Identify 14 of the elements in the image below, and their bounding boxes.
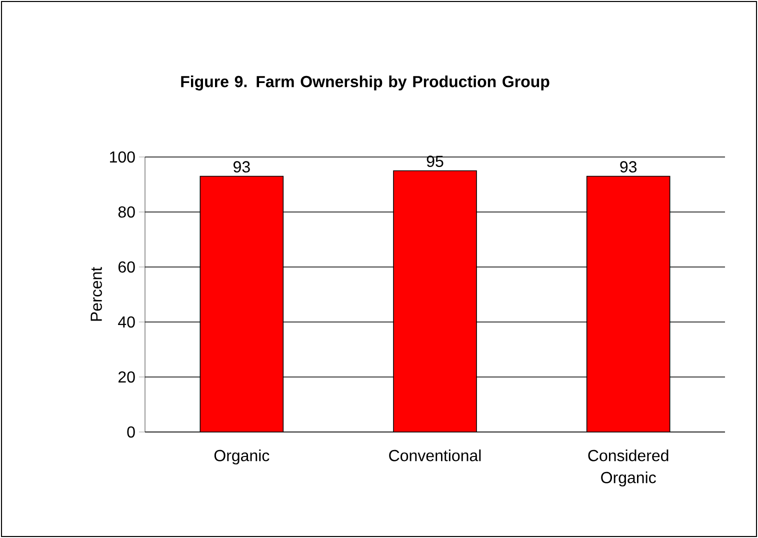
x-tick-label: Conventional — [389, 450, 481, 462]
data-label: 93 — [620, 161, 637, 173]
data-label: 93 — [234, 161, 250, 173]
y-tick-label: 80 — [118, 206, 135, 218]
data-label: 95 — [426, 156, 444, 168]
chart-title: Figure 9. Farm Ownership by Production Group — [181, 76, 550, 90]
x-tick-label: Considered Organic — [588, 450, 668, 486]
y-tick-label: 0 — [127, 426, 135, 438]
x-tick-label: Organic — [214, 450, 270, 464]
y-tick-label: 20 — [118, 371, 135, 383]
y-tick-label: 100 — [110, 151, 135, 163]
y-tick-label: 60 — [118, 261, 135, 273]
y-axis-title: Percent — [90, 267, 102, 321]
y-tick-label: 40 — [118, 316, 135, 328]
